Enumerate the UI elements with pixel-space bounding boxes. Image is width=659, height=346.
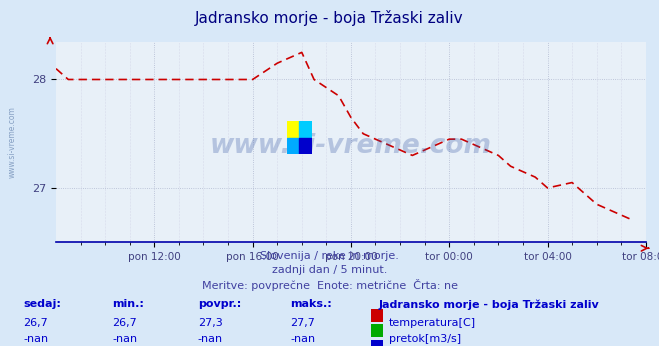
Text: www.si-vreme.com: www.si-vreme.com	[210, 133, 492, 159]
Text: sedaj:: sedaj:	[23, 299, 61, 309]
Text: Jadransko morje - boja Tržaski zaliv: Jadransko morje - boja Tržaski zaliv	[195, 10, 464, 26]
Bar	[299, 121, 312, 137]
Text: temperatura[C]: temperatura[C]	[389, 318, 476, 328]
Bar	[299, 137, 312, 154]
Text: maks.:: maks.:	[290, 299, 331, 309]
Text: Slovenija / reke in morje.: Slovenija / reke in morje.	[260, 251, 399, 261]
Text: -nan: -nan	[112, 334, 137, 344]
Text: zadnji dan / 5 minut.: zadnji dan / 5 minut.	[272, 265, 387, 275]
Text: min.:: min.:	[112, 299, 144, 309]
Text: 26,7: 26,7	[112, 318, 137, 328]
Text: -nan: -nan	[198, 334, 223, 344]
Text: 26,7: 26,7	[23, 318, 48, 328]
Text: pretok[m3/s]: pretok[m3/s]	[389, 334, 461, 344]
Text: Jadransko morje - boja Tržaski zaliv: Jadransko morje - boja Tržaski zaliv	[379, 299, 600, 310]
Text: 27,3: 27,3	[198, 318, 223, 328]
Text: -nan: -nan	[23, 334, 48, 344]
Text: povpr.:: povpr.:	[198, 299, 241, 309]
Text: www.si-vreme.com: www.si-vreme.com	[7, 106, 16, 178]
Text: -nan: -nan	[290, 334, 315, 344]
Bar	[287, 137, 299, 154]
Text: 27,7: 27,7	[290, 318, 315, 328]
Bar	[287, 121, 299, 137]
Text: Meritve: povprečne  Enote: metrične  Črta: ne: Meritve: povprečne Enote: metrične Črta:…	[202, 279, 457, 291]
